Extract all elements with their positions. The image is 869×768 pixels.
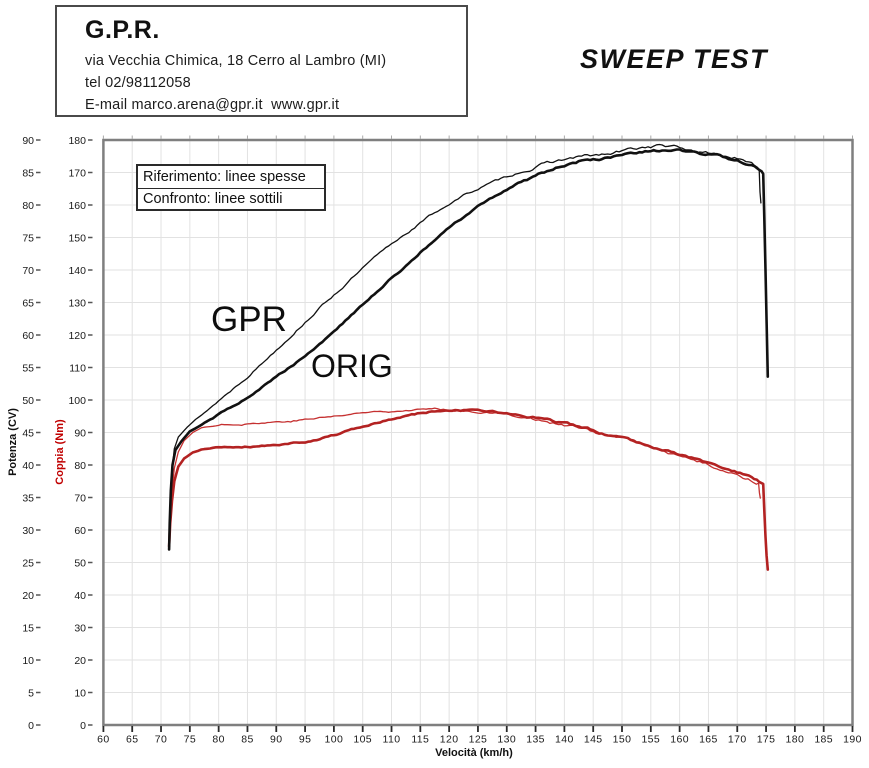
power-tick-label: 75 <box>22 232 34 244</box>
torque-tick-label: 60 <box>74 525 86 537</box>
power-tick-label: 5 <box>28 687 34 699</box>
power-tick-label: 80 <box>22 200 34 212</box>
grid-lines <box>103 140 853 725</box>
torque-tick-label: 50 <box>74 557 86 569</box>
power-tick-label: 85 <box>22 167 34 179</box>
torque-tick-label: 10 <box>74 687 86 699</box>
x-tick-label: 115 <box>411 734 429 746</box>
x-tick-label: 65 <box>126 734 138 746</box>
x-tick-label: 190 <box>843 734 862 746</box>
x-tick-label: 170 <box>728 734 747 746</box>
plot-frame <box>102 138 854 727</box>
torque-axis-title: Coppia (Nm) <box>54 419 66 485</box>
x-tick-label: 70 <box>155 734 167 746</box>
x-tick-label: 130 <box>497 734 516 746</box>
power-tick-label: 50 <box>22 395 34 407</box>
x-tick-label: 165 <box>699 734 718 746</box>
company-email-web: E-mail marco.arena@gpr.it www.gpr.it <box>85 97 340 113</box>
power-tick-label: 20 <box>22 590 34 602</box>
x-tick-label: 150 <box>613 734 632 746</box>
power-tick-label: 30 <box>22 525 34 537</box>
power-tick-label: 90 <box>22 135 34 147</box>
x-tick-label: 90 <box>270 734 282 746</box>
torque-tick-label: 120 <box>68 330 86 342</box>
curves <box>167 143 770 571</box>
x-tick-label: 175 <box>757 734 776 746</box>
torque-tick-label: 40 <box>74 590 86 602</box>
x-tick-label: 110 <box>383 734 401 746</box>
curve-label-gpr: GPR <box>211 300 287 339</box>
torque-tick-label: 140 <box>68 265 86 277</box>
curve-power-reference-orig <box>167 148 770 551</box>
x-tick-label: 140 <box>555 734 574 746</box>
x-tick-label: 180 <box>786 734 805 746</box>
x-tick-label: 160 <box>670 734 689 746</box>
axis-labels: 60 65 70 75 80 85 90 95 100 105 110 115 120 125 130 135… <box>7 135 862 759</box>
power-tick-label: 65 <box>22 297 34 309</box>
company-info-box: G.P.R. via Vecchia Chimica, 18 Cerro al … <box>55 5 468 117</box>
torque-tick-label: 130 <box>68 297 86 309</box>
company-address: via Vecchia Chimica, 18 Cerro al Lambro … <box>85 53 387 69</box>
power-tick-label: 10 <box>22 655 34 667</box>
x-tick-label: 185 <box>814 734 833 746</box>
legend-row-reference: Riferimento: linee spesse <box>138 166 324 189</box>
company-phone: tel 02/98112058 <box>85 75 191 91</box>
torque-tick-label: 160 <box>68 200 86 212</box>
power-tick-label: 15 <box>22 622 34 634</box>
torque-tick-label: 0 <box>80 720 86 732</box>
torque-tick-label: 90 <box>74 427 86 439</box>
power-tick-label: 40 <box>22 460 34 472</box>
power-tick-label: 0 <box>28 720 34 732</box>
power-tick-label: 55 <box>22 362 34 374</box>
x-tick-label: 85 <box>241 734 253 746</box>
power-axis-title: Potenza (CV) <box>7 408 19 476</box>
legend: Riferimento: linee spesse Confronto: lin… <box>136 164 326 211</box>
power-tick-label: 60 <box>22 330 34 342</box>
torque-tick-label: 170 <box>68 167 86 179</box>
page-title: SWEEP TEST <box>580 44 769 74</box>
x-tick-label: 80 <box>212 734 224 746</box>
x-tick-label: 125 <box>469 734 488 746</box>
x-tick-label: 145 <box>584 734 603 746</box>
x-tick-label: 60 <box>97 734 109 746</box>
x-tick-label: 105 <box>353 734 372 746</box>
x-tick-label: 155 <box>641 734 660 746</box>
company-name: G.P.R. <box>85 16 160 44</box>
curve-torque-comparison-gpr <box>168 407 761 544</box>
torque-tick-label: 150 <box>68 232 86 244</box>
power-tick-label: 35 <box>22 492 34 504</box>
torque-tick-label: 100 <box>68 395 86 407</box>
axis-ticks <box>36 135 854 732</box>
x-tick-label: 120 <box>440 734 459 746</box>
torque-tick-label: 70 <box>74 492 86 504</box>
x-tick-label: 95 <box>299 734 311 746</box>
power-tick-label: 25 <box>22 557 34 569</box>
x-tick-label: 75 <box>184 734 196 746</box>
power-tick-label: 45 <box>22 427 34 439</box>
torque-tick-label: 110 <box>69 362 86 374</box>
torque-tick-label: 30 <box>74 622 86 634</box>
torque-tick-label: 180 <box>68 135 86 147</box>
legend-row-comparison: Confronto: linee sottili <box>143 191 283 208</box>
x-tick-label: 135 <box>526 734 545 746</box>
x-axis-title: Velocità (km/h) <box>435 747 513 759</box>
curve-power-comparison-gpr <box>168 143 762 547</box>
torque-tick-label: 80 <box>74 460 86 472</box>
curve-label-orig: ORIG <box>311 348 393 384</box>
power-tick-label: 70 <box>22 265 34 277</box>
x-tick-label: 100 <box>325 734 344 746</box>
curve-torque-reference-orig <box>167 408 770 571</box>
torque-tick-label: 20 <box>74 655 86 667</box>
plot-border <box>102 138 854 727</box>
